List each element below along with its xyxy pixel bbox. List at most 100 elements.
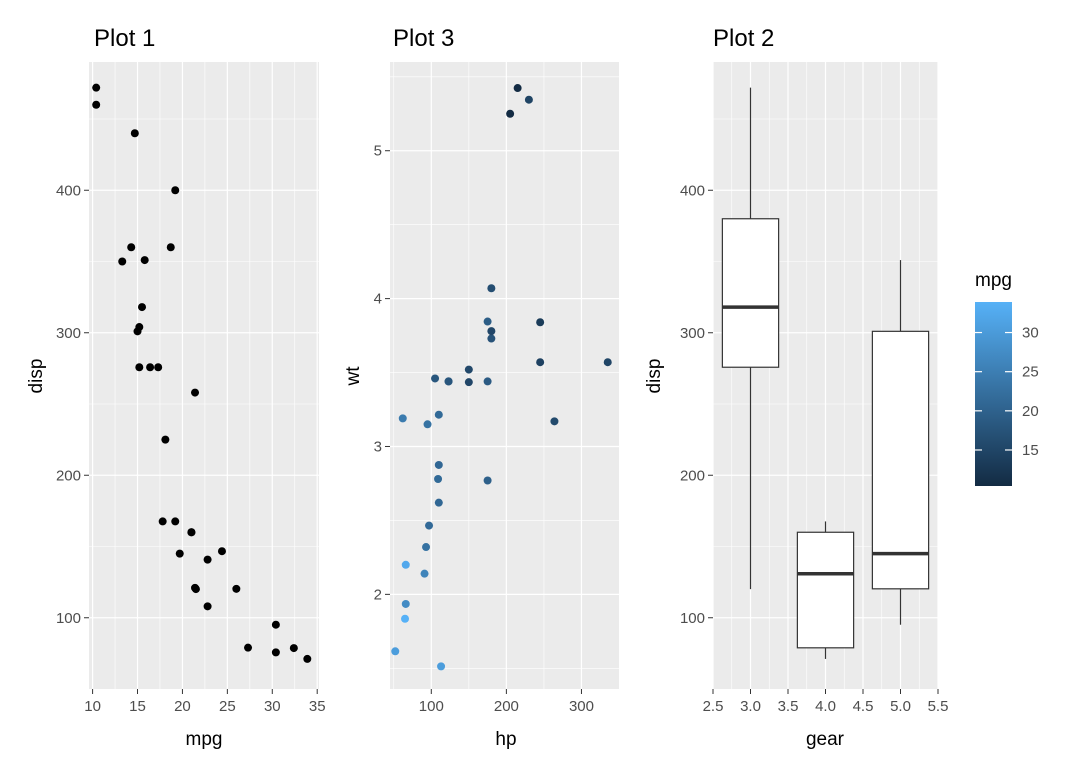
plot-2-axes: 2.5 3.0 3.5 4.0 4.5 5.0 5.5 100 200 300 400 — [680, 182, 948, 715]
x-tick-label: 10 — [84, 698, 101, 715]
x-tick-label: 4.5 — [853, 698, 874, 715]
data-point — [524, 95, 533, 104]
plot-1-panel — [89, 62, 319, 689]
data-point — [487, 327, 496, 336]
x-tick-label: 30 — [264, 698, 281, 715]
data-point — [271, 648, 280, 657]
data-point — [434, 498, 443, 507]
data-point — [422, 543, 431, 552]
y-tick-label: 400 — [56, 182, 81, 199]
y-tick-label: 100 — [680, 610, 705, 627]
data-point — [154, 363, 163, 372]
plot-1-axes: 10 15 20 25 30 35 100 200 300 400 — [56, 182, 326, 715]
data-point — [506, 109, 515, 118]
plot-2-y-axis-title: disp — [644, 359, 665, 394]
data-point — [133, 327, 142, 336]
data-point — [161, 435, 170, 444]
data-point — [536, 318, 545, 327]
data-point — [398, 414, 407, 423]
plot-1-title: Plot 1 — [94, 25, 155, 52]
data-point — [140, 256, 149, 265]
plot-3-panel — [390, 62, 619, 689]
x-tick-label: 35 — [309, 698, 326, 715]
legend-colorbar — [975, 302, 1012, 486]
data-point — [464, 378, 473, 387]
x-tick-label: 5.5 — [928, 698, 949, 715]
legend-label: 30 — [1022, 325, 1039, 342]
x-tick-label: 300 — [569, 698, 594, 715]
data-point — [536, 358, 545, 367]
data-point — [603, 358, 612, 367]
data-point — [191, 388, 200, 397]
data-point — [483, 317, 492, 326]
x-tick-label: 200 — [494, 698, 519, 715]
data-point — [550, 417, 559, 426]
y-tick-label: 400 — [680, 182, 705, 199]
plot-1-x-axis-title: mpg — [186, 729, 223, 750]
data-point — [166, 243, 175, 252]
x-tick-label: 5.0 — [890, 698, 911, 715]
data-point — [138, 303, 147, 312]
data-point — [171, 517, 180, 526]
data-point — [425, 521, 434, 530]
data-point — [434, 475, 443, 484]
data-point — [420, 569, 429, 578]
data-point — [130, 129, 139, 138]
y-tick-label: 200 — [56, 467, 81, 484]
data-point — [464, 365, 473, 374]
data-point — [431, 374, 440, 383]
box — [721, 218, 780, 368]
data-point — [158, 517, 167, 526]
data-point — [434, 460, 443, 469]
data-point — [483, 377, 492, 386]
y-tick-label: 100 — [56, 610, 81, 627]
data-point — [127, 243, 136, 252]
data-point — [175, 549, 184, 558]
plot-3-axes: 100 200 300 2 3 4 5 — [374, 143, 594, 715]
data-point — [203, 602, 212, 611]
data-point — [437, 662, 446, 671]
plot-3-x-axis-title: hp — [495, 729, 516, 750]
legend-ticks: 15 20 25 30 — [975, 325, 1039, 459]
y-tick-label: 5 — [374, 143, 382, 160]
x-tick-label: 4.0 — [815, 698, 836, 715]
x-tick-label: 3.0 — [740, 698, 761, 715]
y-tick-label: 2 — [374, 586, 382, 603]
data-point — [434, 410, 443, 419]
plot-1-gridlines — [89, 62, 319, 689]
data-point — [146, 363, 155, 372]
y-tick-label: 200 — [680, 467, 705, 484]
x-tick-label: 15 — [129, 698, 146, 715]
data-point — [232, 584, 241, 593]
legend-title: mpg — [975, 270, 1012, 291]
data-point — [171, 186, 180, 195]
plot-2-x-axis-title: gear — [806, 729, 845, 750]
y-tick-label: 3 — [374, 438, 382, 455]
x-tick-label: 3.5 — [778, 698, 799, 715]
legend-label: 15 — [1022, 442, 1039, 459]
data-point — [487, 334, 496, 343]
data-point — [401, 599, 410, 608]
x-tick-label: 20 — [174, 698, 191, 715]
data-point — [118, 257, 127, 266]
plot-3-gridlines — [390, 62, 619, 689]
x-tick-label: 25 — [219, 698, 236, 715]
data-point — [203, 555, 212, 564]
x-tick-label: 100 — [419, 698, 444, 715]
data-point — [217, 547, 226, 556]
data-point — [289, 644, 298, 653]
data-point — [271, 620, 280, 629]
data-point — [191, 583, 200, 592]
data-point — [92, 100, 101, 109]
box — [871, 330, 930, 590]
data-point — [303, 654, 312, 663]
data-point — [244, 643, 253, 652]
plot-2-title: Plot 2 — [713, 25, 774, 52]
data-point — [391, 647, 400, 656]
data-point — [401, 560, 410, 569]
y-tick-label: 4 — [374, 291, 382, 308]
y-tick-label: 300 — [56, 325, 81, 342]
plot-3-y-axis-title: wt — [343, 366, 364, 387]
plot-2-boxes — [721, 87, 930, 659]
